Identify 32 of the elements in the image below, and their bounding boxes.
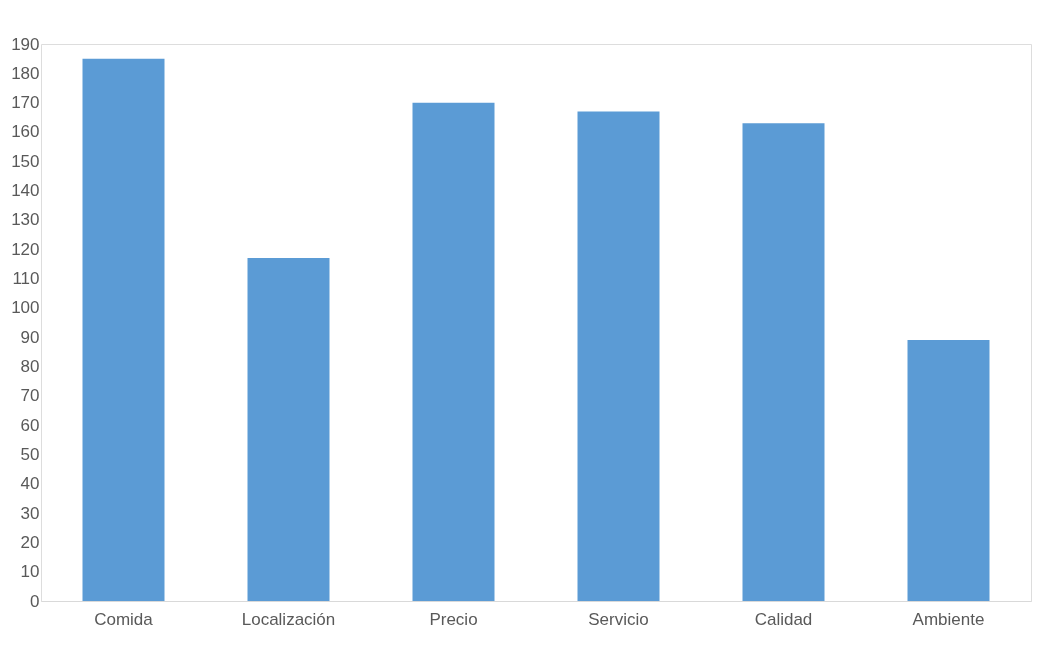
bar	[247, 258, 330, 601]
y-tick-label: 150	[11, 151, 40, 171]
y-tick-label: 120	[11, 239, 40, 259]
x-tick-label: Precio	[429, 609, 478, 629]
bar	[742, 123, 825, 601]
y-tick-label: 0	[30, 591, 40, 611]
x-tick-label: Localización	[241, 609, 336, 629]
y-tick-label: 50	[20, 444, 40, 464]
x-tick-label: Servicio	[588, 609, 649, 629]
y-tick-label: 170	[11, 93, 40, 113]
y-tick-label: 130	[11, 210, 40, 230]
y-tick-label: 100	[11, 298, 40, 318]
y-tick-label: 40	[20, 474, 40, 494]
y-tick-label: 10	[20, 562, 40, 582]
y-tick-label: 160	[11, 122, 40, 142]
y-tick-label: 70	[20, 386, 40, 406]
y-tick-label: 140	[11, 181, 40, 201]
y-tick-label: 90	[20, 327, 40, 347]
bar	[82, 58, 165, 601]
y-tick-label: 20	[20, 532, 40, 552]
x-tick-label: Ambiente	[912, 609, 985, 629]
bar	[907, 340, 990, 601]
y-tick-label: 180	[11, 63, 40, 83]
y-tick-label: 60	[20, 415, 40, 435]
y-tick-label: 110	[12, 269, 40, 289]
x-tick-label: Comida	[94, 609, 154, 629]
bar	[577, 111, 660, 601]
y-tick-label: 30	[20, 503, 40, 523]
x-tick-label: Calidad	[754, 609, 813, 629]
y-tick-label: 190	[11, 34, 40, 54]
bar	[412, 102, 495, 601]
y-tick-label: 80	[20, 356, 40, 376]
